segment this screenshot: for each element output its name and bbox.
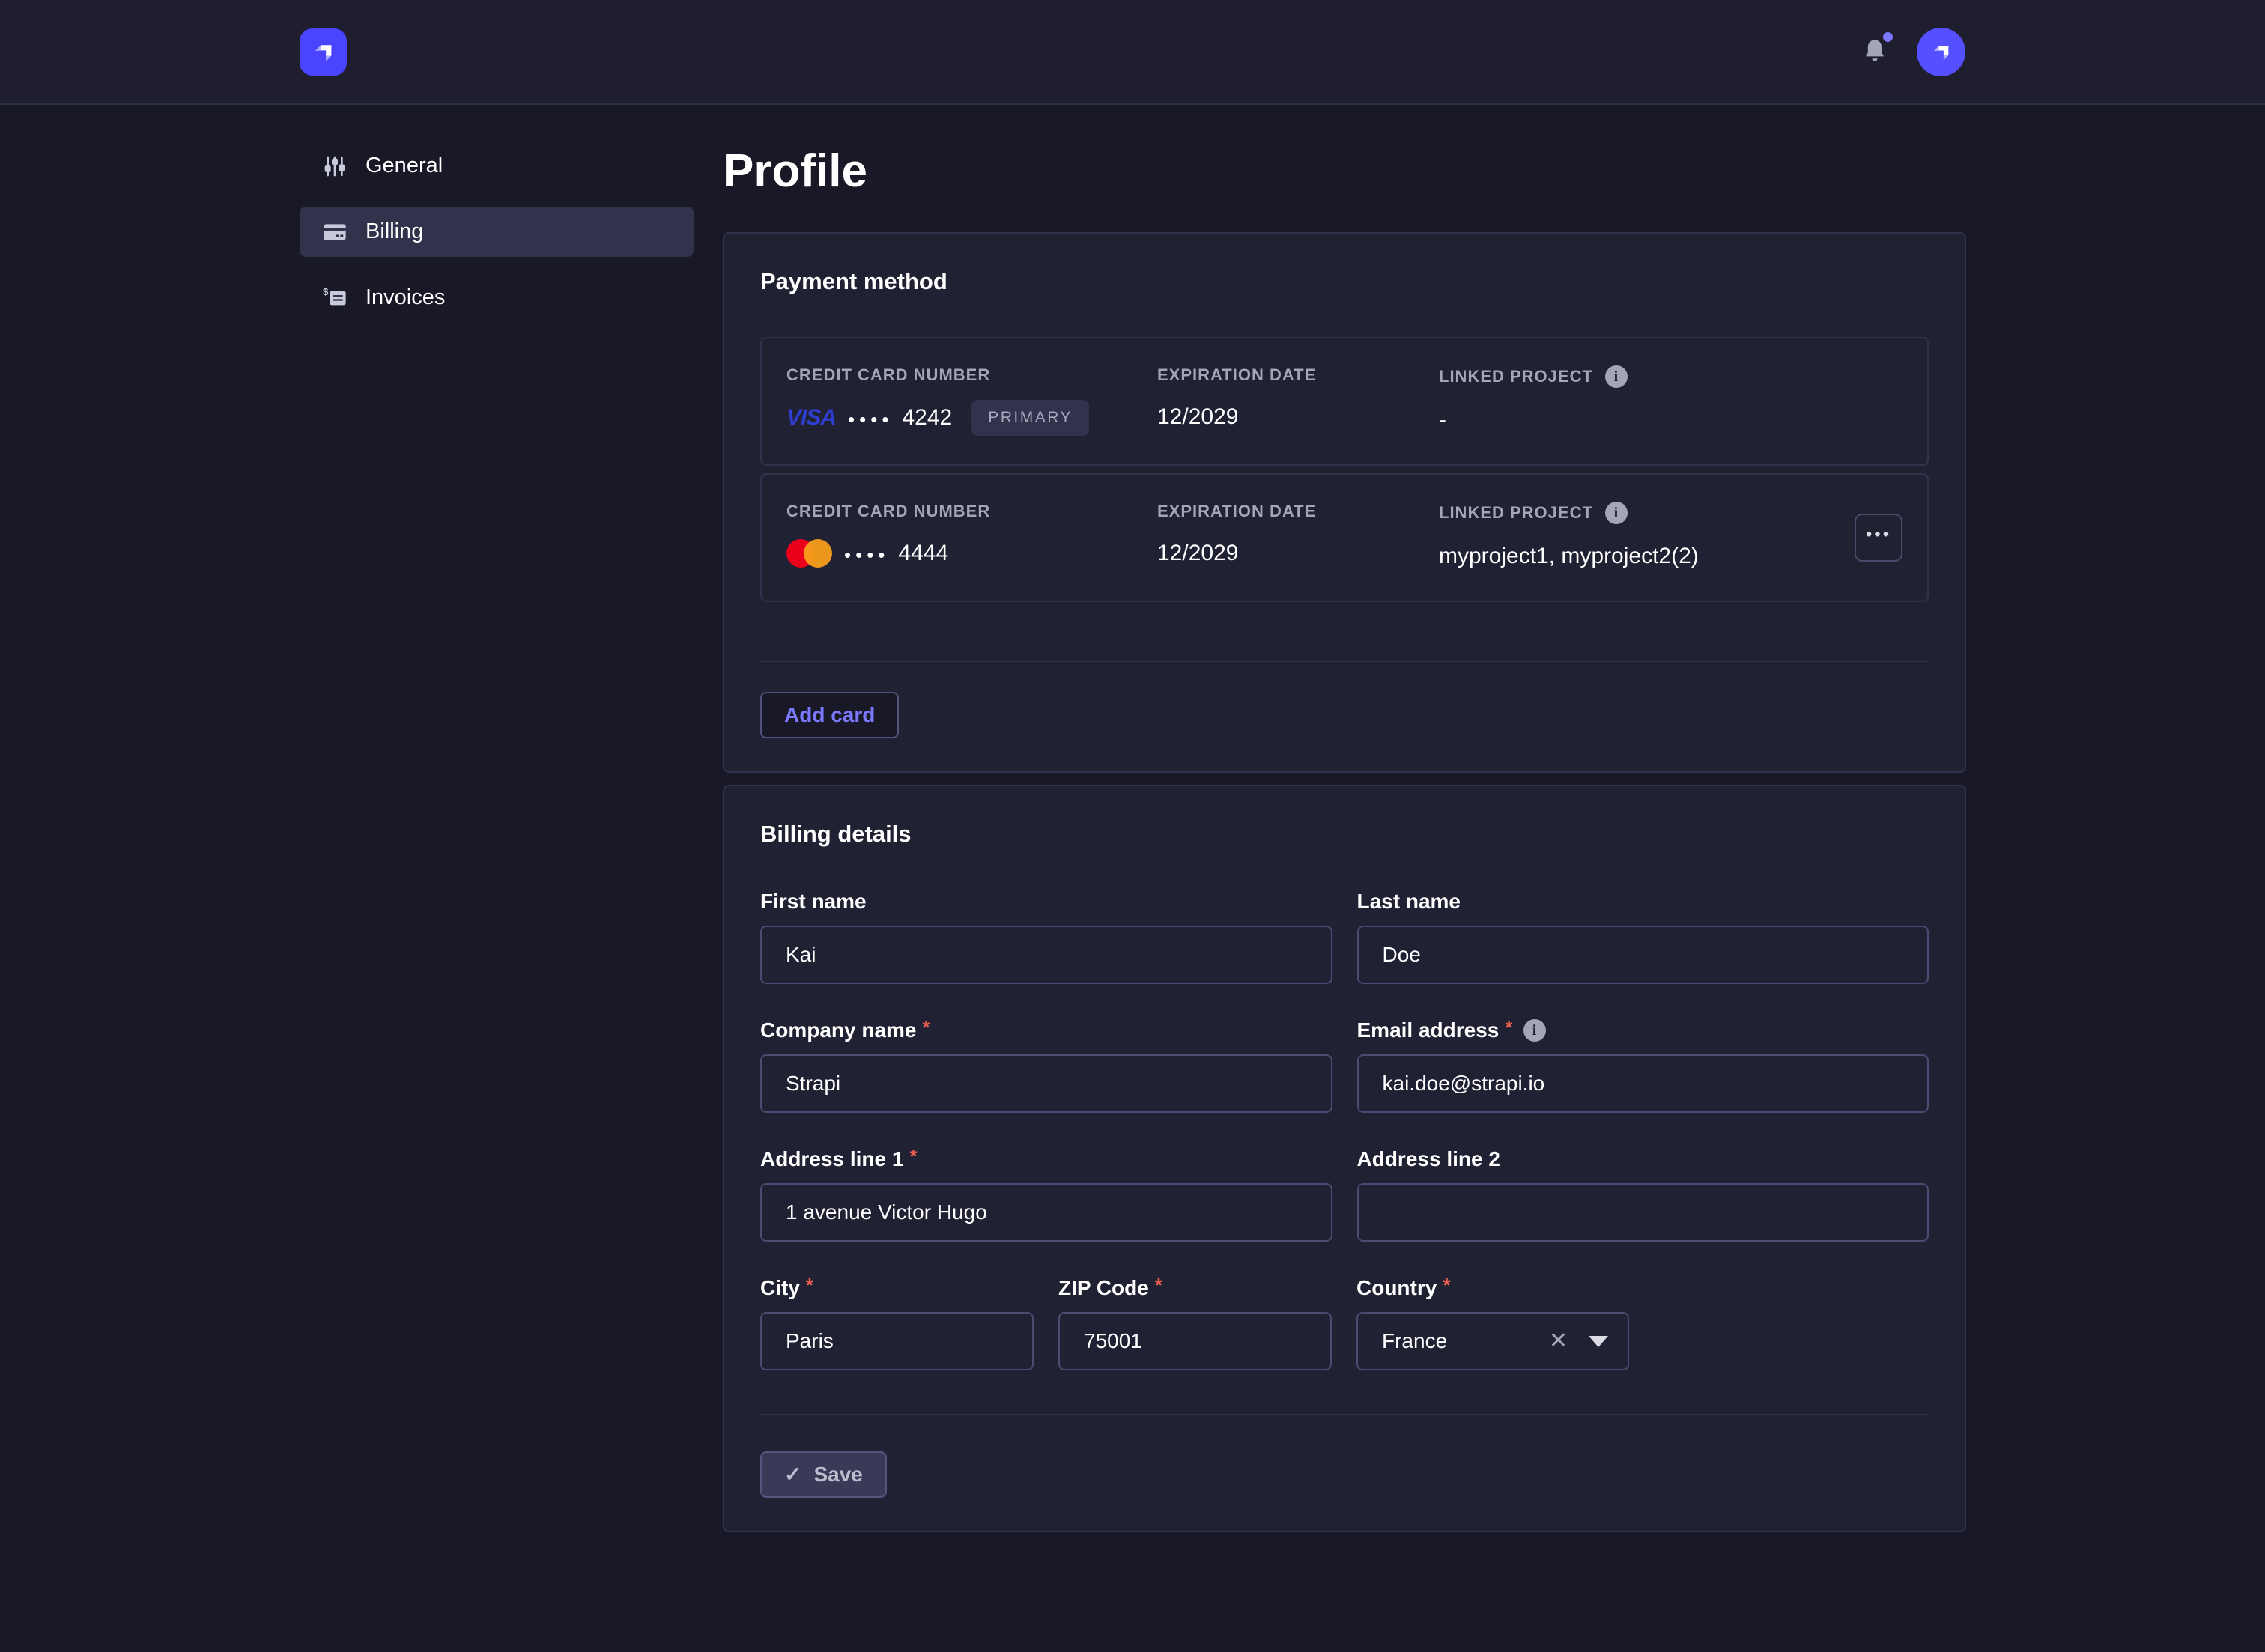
country-label: Country [1356,1276,1437,1299]
last-name-label: Last name [1356,890,1461,913]
expiration-date-value: 12/2029 [1157,541,1239,565]
info-icon[interactable]: i [1604,502,1628,524]
required-mark: * [1505,1015,1513,1039]
company-name-field[interactable] [760,1054,1332,1113]
check-icon: ✓ [784,1463,802,1486]
city-field[interactable] [760,1312,1034,1370]
primary-badge: PRIMARY [971,400,1090,436]
ellipsis-icon: ••• [1865,523,1892,544]
user-avatar[interactable] [1917,27,1965,76]
first-name-field[interactable] [760,926,1332,984]
sidebar-label: General [366,154,443,177]
address-line-1-label: Address line 1 [760,1147,904,1170]
country-select[interactable]: France ✕ [1356,1312,1629,1370]
payment-card-row-mastercard: CREDIT CARD NUMBER •••• 4444 EXPIRATION … [760,473,1929,602]
required-mark: * [1154,1273,1162,1296]
billing-details-section: Billing details First name Last name Co [723,785,1966,1532]
sliders-icon [322,154,348,179]
email-address-field[interactable] [1356,1054,1929,1113]
bell-icon [1865,40,1885,61]
notifications-button[interactable] [1860,32,1893,68]
company-name-label: Company name [760,1018,917,1042]
credit-card-icon [322,219,348,245]
section-divider [760,1414,1929,1415]
city-label: City [760,1276,800,1299]
settings-sidebar: General Billing $ [300,141,694,338]
masked-digits: •••• [844,543,890,566]
payment-card-row-visa: CREDIT CARD NUMBER VISA •••• 4242 PRIMAR… [760,337,1929,466]
content: General Billing $ [0,105,2265,1544]
payment-method-title: Payment method [760,268,947,294]
visa-logo-icon: VISA [786,405,837,430]
top-header [0,0,2265,105]
first-name-label: First name [760,890,867,913]
address-line-2-field[interactable] [1356,1183,1929,1242]
expiration-date-label: EXPIRATION DATE [1157,502,1317,520]
required-mark: * [909,1144,918,1167]
credit-card-number-label: CREDIT CARD NUMBER [786,502,991,520]
credit-card-number-label: CREDIT CARD NUMBER [786,365,991,384]
main: Profile Payment method CREDIT CARD NUMBE… [723,141,1966,1544]
linked-project-label: LINKED PROJECT [1439,367,1593,386]
invoice-icon: $ [322,285,348,311]
sidebar-label: Invoices [366,285,446,309]
linked-project-value: myproject1, myproject2(2) [1439,544,1699,568]
required-mark: * [922,1015,930,1039]
avatar-strapi-icon [1933,46,1948,61]
info-icon[interactable]: i [1523,1019,1546,1042]
notification-dot [1883,32,1893,42]
expiration-date-value: 12/2029 [1157,404,1239,429]
card-last4: 4444 [898,541,949,565]
address-line-2-label: Address line 2 [1356,1147,1500,1170]
zip-code-label: ZIP Code [1058,1276,1149,1299]
email-address-label: Email address [1356,1018,1500,1042]
add-card-button[interactable]: Add card [760,692,900,738]
mastercard-logo-icon [786,539,832,568]
billing-details-title: Billing details [760,821,912,847]
svg-text:$: $ [323,286,329,297]
card-last4: 4242 [902,405,953,430]
linked-project-label: LINKED PROJECT [1439,503,1593,522]
strapi-logo-icon [315,45,331,61]
linked-project-value: - [1439,407,1446,432]
country-value: France [1382,1329,1448,1352]
masked-digits: •••• [848,407,894,431]
sidebar-item-billing[interactable]: Billing [300,207,694,257]
address-line-1-field[interactable] [760,1183,1332,1242]
payment-method-section: Payment method CREDIT CARD NUMBER VISA •… [723,232,1966,773]
clear-icon[interactable]: ✕ [1548,1328,1568,1353]
info-icon[interactable]: i [1604,365,1628,388]
sidebar-item-general[interactable]: General [300,141,694,191]
required-mark: * [1443,1273,1451,1296]
expiration-date-label: EXPIRATION DATE [1157,365,1317,384]
strapi-logo[interactable] [300,28,347,76]
zip-code-field[interactable] [1058,1312,1332,1370]
save-button[interactable]: ✓ Save [760,1451,887,1498]
more-options-button[interactable]: ••• [1855,514,1902,562]
chevron-down-icon[interactable] [1589,1335,1608,1347]
header-actions [1860,27,1965,76]
sidebar-label: Billing [366,219,424,243]
save-button-label: Save [813,1463,863,1486]
required-mark: * [805,1273,814,1296]
sidebar-item-invoices[interactable]: $ Invoices [300,273,694,323]
section-divider [760,661,1929,662]
page-title: Profile [723,145,867,197]
last-name-field[interactable] [1356,926,1929,984]
